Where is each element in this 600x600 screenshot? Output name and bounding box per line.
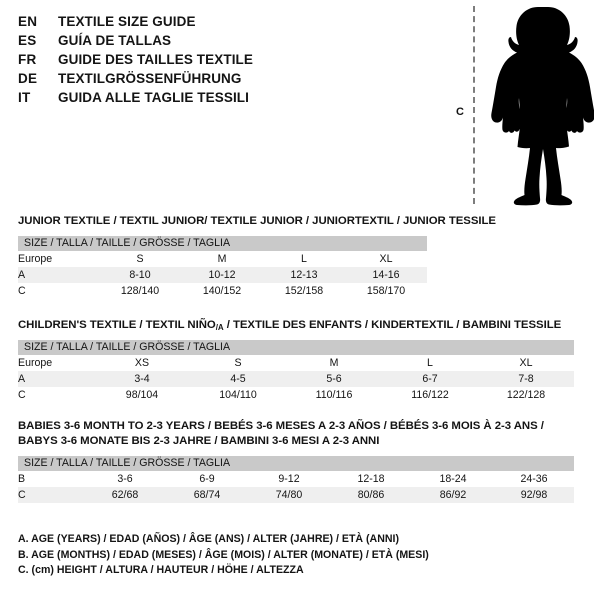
- table-row: C 62/68 68/74 74/80 80/86 86/92 92/98: [18, 487, 574, 503]
- legend-block: A. AGE (YEARS) / EDAD (AÑOS) / ÂGE (ANS)…: [18, 532, 488, 579]
- height-dashed-line: [473, 6, 475, 204]
- toddler-silhouette-icon: [491, 7, 594, 206]
- babies-cell: 18-24: [412, 471, 494, 487]
- junior-cell: S: [99, 251, 181, 267]
- babies-cell: 3-6: [84, 471, 166, 487]
- language-row: IT GUIDA ALLE TAGLIE TESSILI: [18, 88, 418, 107]
- language-code-it: IT: [18, 90, 31, 105]
- babies-cell: 12-18: [330, 471, 412, 487]
- babies-cell: 68/74: [166, 487, 248, 503]
- language-row: EN TEXTILE SIZE GUIDE: [18, 12, 418, 31]
- junior-cell: 128/140: [99, 283, 181, 299]
- children-title-pre: CHILDREN'S TEXTILE / TEXTIL NIÑO: [18, 319, 216, 331]
- babies-table-header-row: SIZE / TALLA / TAILLE / GRÖSSE / TAGLIA: [18, 456, 574, 471]
- table-row: A 8-10 10-12 12-13 14-16: [18, 267, 428, 283]
- language-code-en: EN: [18, 14, 38, 29]
- junior-cell: 158/170: [345, 283, 428, 299]
- junior-cell: XL: [345, 251, 428, 267]
- legend-line-c: C. (cm) HEIGHT / ALTURA / HAUTEUR / HÖHE…: [18, 564, 304, 576]
- babies-cell: 24-36: [494, 471, 574, 487]
- babies-column-header: SIZE / TALLA / TAILLE / GRÖSSE / TAGLIA: [18, 456, 574, 471]
- children-size-table: SIZE / TALLA / TAILLE / GRÖSSE / TAGLIA …: [18, 340, 575, 403]
- junior-size-table: SIZE / TALLA / TAILLE / GRÖSSE / TAGLIA …: [18, 236, 428, 299]
- children-row-label-a: A: [18, 371, 94, 387]
- table-row: C 98/104 104/110 110/116 116/122 122/128: [18, 387, 575, 403]
- children-title-post: / TEXTILE DES ENFANTS / KINDERTEXTIL / B…: [223, 319, 562, 331]
- babies-size-table: SIZE / TALLA / TAILLE / GRÖSSE / TAGLIA …: [18, 456, 574, 503]
- language-code-fr: FR: [18, 52, 37, 67]
- language-code-de: DE: [18, 71, 38, 86]
- junior-cell: 10-12: [181, 267, 263, 283]
- children-cell: 116/122: [382, 387, 478, 403]
- junior-cell: 140/152: [181, 283, 263, 299]
- babies-cell: 62/68: [84, 487, 166, 503]
- legend-line-b: B. AGE (MONTHS) / EDAD (MESES) / ÂGE (MO…: [18, 548, 429, 561]
- table-row: B 3-6 6-9 9-12 12-18 18-24 24-36: [18, 471, 574, 487]
- junior-row-label-europe: Europe: [18, 251, 99, 267]
- children-cell: M: [286, 355, 382, 371]
- babies-cell: 80/86: [330, 487, 412, 503]
- junior-section-title: JUNIOR TEXTILE / TEXTIL JUNIOR/ TEXTILE …: [18, 215, 496, 227]
- language-title-fr: GUIDE DES TAILLES TEXTILE: [58, 52, 254, 67]
- babies-cell: 74/80: [248, 487, 330, 503]
- children-cell: 5-6: [286, 371, 382, 387]
- table-row: C 128/140 140/152 152/158 158/170: [18, 283, 428, 299]
- babies-cell: 6-9: [166, 471, 248, 487]
- junior-cell: M: [181, 251, 263, 267]
- children-cell: S: [190, 355, 286, 371]
- language-title-en: TEXTILE SIZE GUIDE: [58, 14, 196, 29]
- children-table-header-row: SIZE / TALLA / TAILLE / GRÖSSE / TAGLIA: [18, 340, 575, 355]
- children-cell: 6-7: [382, 371, 478, 387]
- children-cell: 7-8: [478, 371, 575, 387]
- children-row-label-europe: Europe: [18, 355, 94, 371]
- children-cell: 110/116: [286, 387, 382, 403]
- junior-cell: 12-13: [263, 267, 345, 283]
- table-row: Europe XS S M L XL: [18, 355, 575, 371]
- children-textile-section: CHILDREN'S TEXTILE / TEXTIL NIÑO/A / TEX…: [18, 318, 575, 403]
- babies-cell: 9-12: [248, 471, 330, 487]
- children-section-title: CHILDREN'S TEXTILE / TEXTIL NIÑO/A / TEX…: [18, 318, 574, 333]
- junior-column-header: SIZE / TALLA / TAILLE / GRÖSSE / TAGLIA: [18, 236, 428, 251]
- babies-row-label-c: C: [18, 487, 84, 503]
- children-cell: 3-4: [94, 371, 190, 387]
- children-row-label-c: C: [18, 387, 94, 403]
- children-cell: 98/104: [94, 387, 190, 403]
- babies-section-title-line1: BABIES 3-6 MONTH TO 2-3 YEARS / BEBÉS 3-…: [18, 420, 544, 432]
- height-figure: C: [440, 0, 600, 210]
- junior-cell: 152/158: [263, 283, 345, 299]
- language-row: DE TEXTILGRÖSSENFÜHRUNG: [18, 69, 418, 88]
- language-title-it: GUIDA ALLE TAGLIE TESSILI: [58, 90, 249, 105]
- junior-row-label-c: C: [18, 283, 99, 299]
- babies-section-title-line2: BABYS 3-6 MONATE BIS 2-3 JAHRE / BAMBINI…: [18, 435, 380, 447]
- language-row: FR GUIDE DES TAILLES TEXTILE: [18, 50, 418, 69]
- junior-cell: 8-10: [99, 267, 181, 283]
- children-cell: L: [382, 355, 478, 371]
- babies-textile-section: BABIES 3-6 MONTH TO 2-3 YEARS / BEBÉS 3-…: [18, 419, 574, 503]
- children-title-sub: /A: [215, 323, 224, 332]
- table-row: Europe S M L XL: [18, 251, 428, 267]
- babies-row-label-b: B: [18, 471, 84, 487]
- height-marker-label: C: [456, 106, 464, 118]
- language-title-block: EN TEXTILE SIZE GUIDE ES GUÍA DE TALLAS …: [18, 12, 418, 107]
- language-title-de: TEXTILGRÖSSENFÜHRUNG: [58, 71, 242, 86]
- table-row: A 3-4 4-5 5-6 6-7 7-8: [18, 371, 575, 387]
- junior-cell: L: [263, 251, 345, 267]
- children-cell: XL: [478, 355, 575, 371]
- children-cell: XS: [94, 355, 190, 371]
- junior-cell: 14-16: [345, 267, 428, 283]
- children-cell: 104/110: [190, 387, 286, 403]
- junior-row-label-a: A: [18, 267, 99, 283]
- language-code-es: ES: [18, 33, 37, 48]
- children-cell: 4-5: [190, 371, 286, 387]
- legend-line-a: A. AGE (YEARS) / EDAD (AÑOS) / ÂGE (ANS)…: [18, 533, 399, 545]
- language-row: ES GUÍA DE TALLAS: [18, 31, 418, 50]
- junior-table-header-row: SIZE / TALLA / TAILLE / GRÖSSE / TAGLIA: [18, 236, 428, 251]
- children-column-header: SIZE / TALLA / TAILLE / GRÖSSE / TAGLIA: [18, 340, 575, 355]
- junior-textile-section: JUNIOR TEXTILE / TEXTIL JUNIOR/ TEXTILE …: [18, 214, 496, 299]
- children-cell: 122/128: [478, 387, 575, 403]
- babies-cell: 86/92: [412, 487, 494, 503]
- babies-cell: 92/98: [494, 487, 574, 503]
- language-title-es: GUÍA DE TALLAS: [58, 33, 172, 48]
